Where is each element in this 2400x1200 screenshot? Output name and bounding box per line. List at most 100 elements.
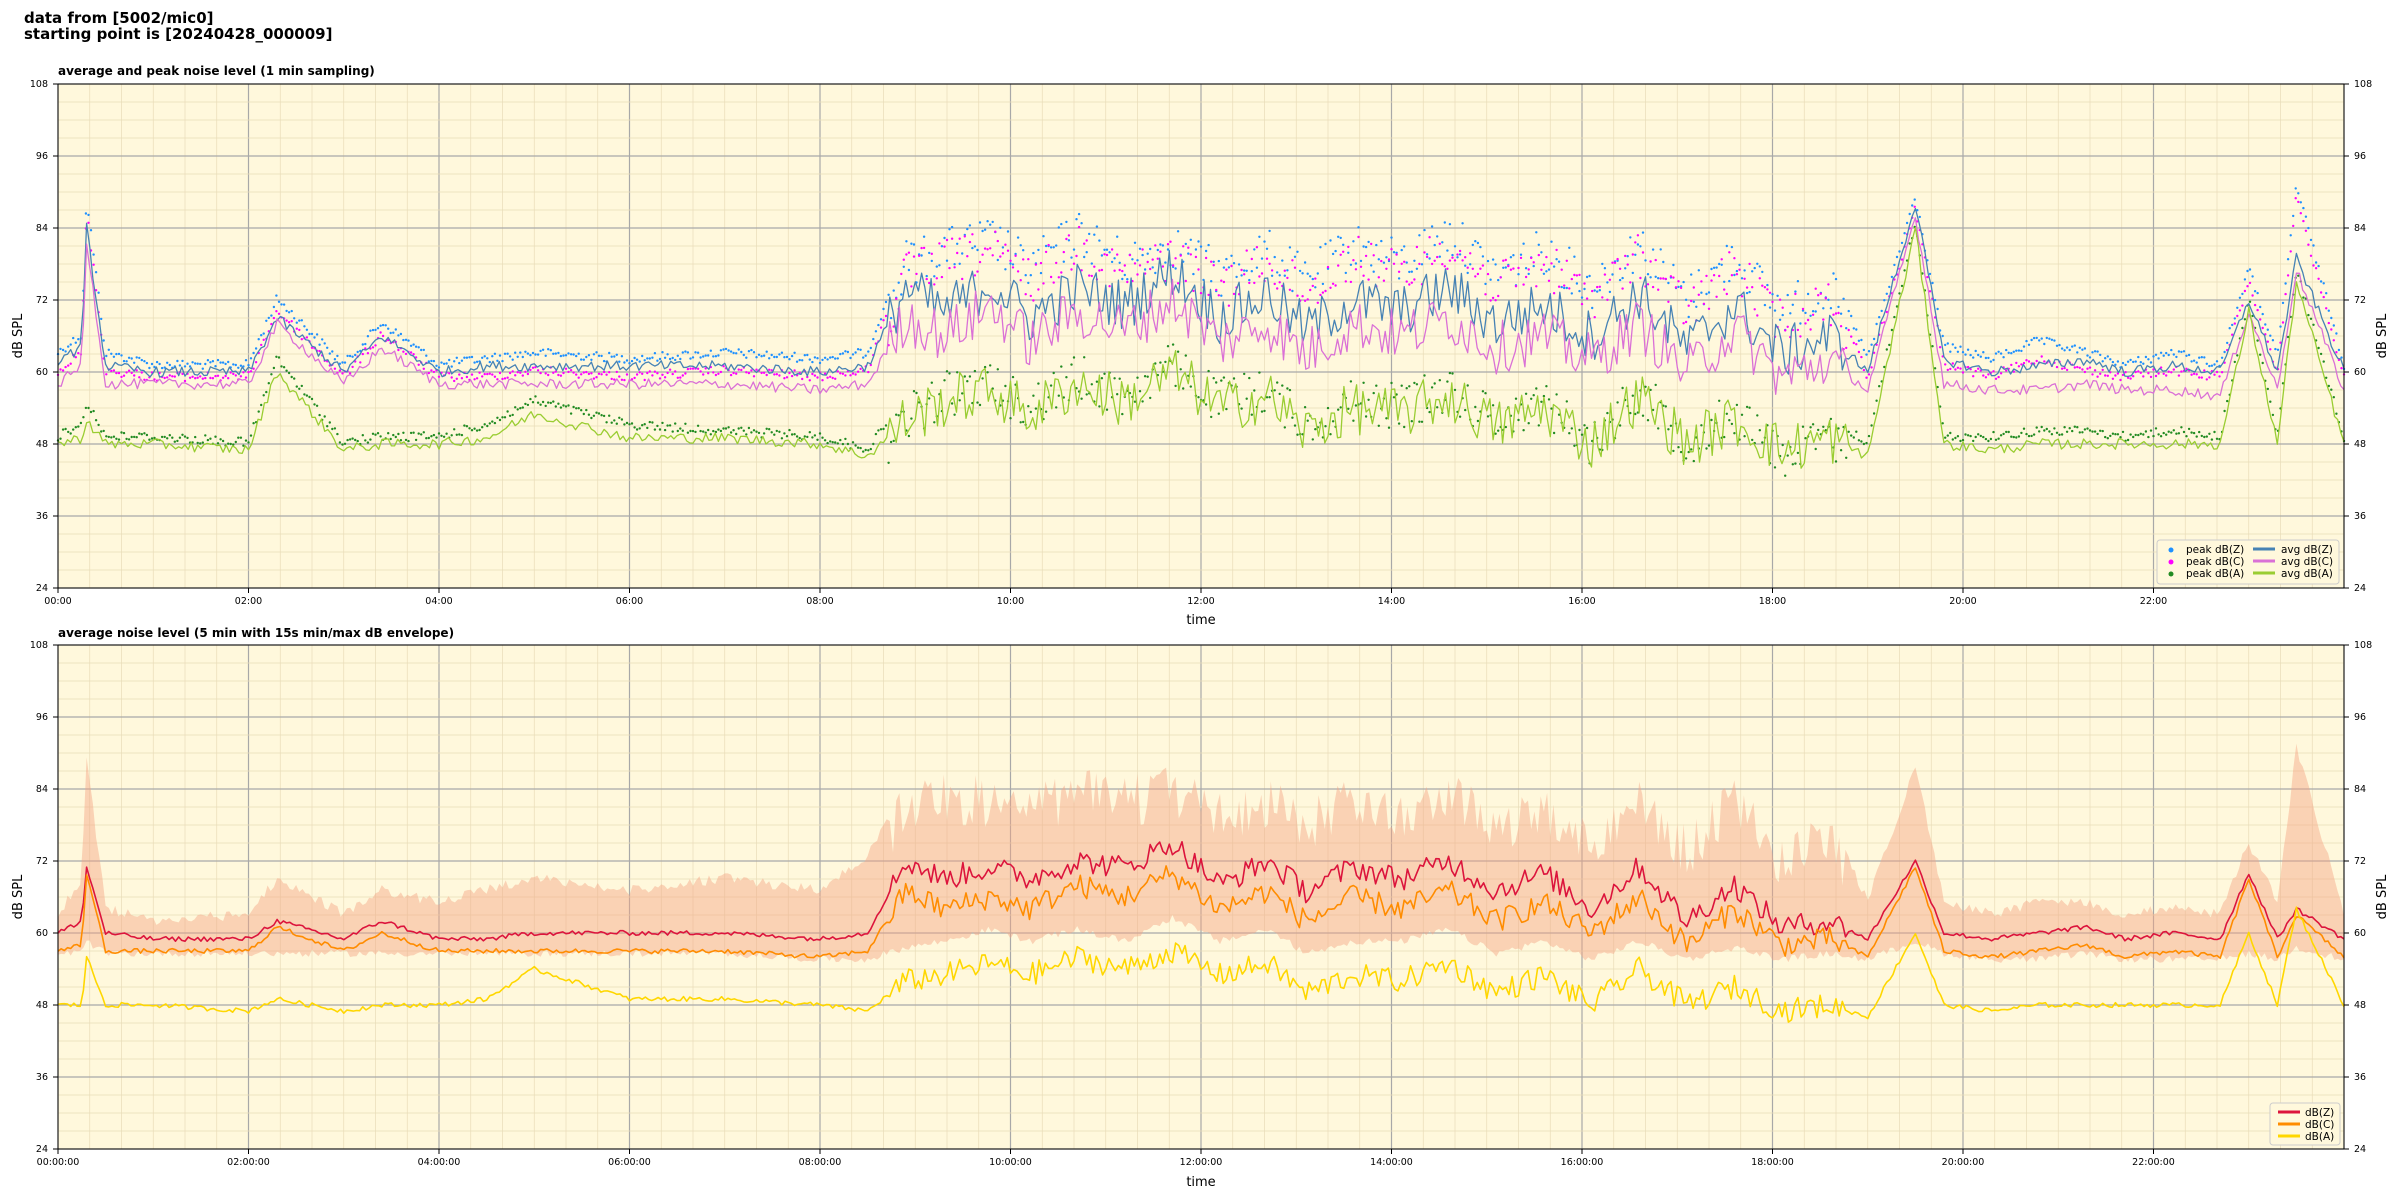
- data-point: [1979, 355, 1983, 358]
- data-point: [2139, 361, 2142, 364]
- data-point: [158, 362, 161, 366]
- data-point: [2304, 215, 2308, 218]
- data-point: [204, 434, 207, 437]
- data-point: [2269, 400, 2272, 403]
- data-point: [1951, 438, 1955, 441]
- data-point: [2335, 332, 2338, 335]
- data-point: [2093, 369, 2097, 372]
- data-point: [575, 354, 578, 358]
- data-point: [455, 377, 458, 380]
- data-point: [862, 450, 865, 453]
- data-point: [1159, 361, 1162, 364]
- data-point: [1682, 322, 1685, 325]
- data-point: [973, 369, 977, 373]
- data-point: [1669, 424, 1673, 427]
- data-point: [117, 352, 121, 356]
- data-point: [133, 361, 136, 364]
- data-point: [338, 369, 342, 372]
- data-point: [849, 374, 852, 377]
- data-point: [905, 253, 908, 256]
- data-point: [717, 354, 720, 357]
- data-point: [1065, 237, 1068, 241]
- data-point: [1743, 277, 1746, 280]
- data-point: [801, 377, 804, 381]
- data-point: [674, 358, 677, 362]
- data-point: [2165, 433, 2168, 436]
- data-point: [600, 373, 603, 376]
- data-point: [615, 370, 618, 374]
- data-point: [364, 439, 367, 442]
- data-point: [1367, 240, 1370, 244]
- data-point: [1370, 264, 1373, 267]
- data-point: [260, 403, 263, 407]
- data-point: [122, 359, 126, 363]
- data-point: [539, 371, 542, 375]
- data-point: [572, 405, 575, 409]
- data-point: [1532, 394, 1535, 397]
- data-point: [112, 369, 116, 372]
- data-point: [1718, 274, 1721, 278]
- data-point: [1438, 242, 1442, 245]
- y-tick-label-right: 96: [2354, 712, 2366, 723]
- data-point: [1837, 305, 1840, 309]
- data-point: [468, 427, 471, 430]
- data-point: [2060, 347, 2064, 350]
- data-point: [475, 360, 479, 363]
- data-point: [214, 374, 217, 378]
- header-source: data from [5002/mic0]: [24, 9, 214, 27]
- data-point: [2063, 426, 2066, 429]
- data-point: [348, 438, 352, 441]
- data-point: [1745, 405, 1749, 409]
- data-point: [1197, 396, 1200, 399]
- y-tick-label: 60: [36, 928, 48, 939]
- data-point: [120, 431, 123, 434]
- data-point: [2126, 438, 2130, 442]
- data-point: [585, 408, 588, 412]
- data-point: [1969, 353, 1972, 357]
- data-point: [1138, 264, 1142, 267]
- data-point: [1811, 310, 1815, 313]
- data-point: [163, 376, 166, 380]
- data-point: [689, 367, 692, 370]
- data-point: [1105, 408, 1109, 411]
- data-point: [2058, 433, 2061, 436]
- data-point: [333, 427, 337, 430]
- data-point: [160, 435, 164, 439]
- data-point: [1969, 434, 1972, 438]
- data-point: [2192, 372, 2196, 375]
- data-point: [656, 359, 659, 362]
- data-point: [427, 436, 430, 440]
- data-point: [2213, 373, 2216, 376]
- data-point: [2104, 435, 2107, 439]
- data-point: [668, 357, 672, 361]
- data-point: [2246, 269, 2249, 273]
- data-point: [1631, 271, 1635, 275]
- data-point: [1364, 245, 1368, 249]
- data-point: [1329, 286, 1332, 289]
- data-point: [1042, 282, 1045, 285]
- data-point: [648, 370, 651, 373]
- data-point: [826, 358, 829, 361]
- data-point: [628, 362, 631, 365]
- data-point: [72, 336, 75, 340]
- x-axis-label: time: [1186, 1175, 1215, 1190]
- data-point: [1143, 268, 1147, 271]
- data-point: [244, 359, 248, 362]
- data-point: [961, 252, 964, 255]
- data-point: [465, 375, 469, 379]
- data-point: [1349, 380, 1353, 383]
- data-point: [996, 368, 999, 371]
- data-point: [1662, 260, 1665, 264]
- data-point: [2332, 396, 2335, 399]
- data-point: [676, 376, 679, 379]
- data-point: [999, 226, 1002, 229]
- x-tick-label: 14:00:00: [1370, 1157, 1413, 1168]
- data-point: [1827, 298, 1830, 301]
- data-layer: [56, 187, 2346, 477]
- data-point: [308, 332, 311, 336]
- data-point: [1565, 259, 1569, 262]
- data-point: [97, 291, 100, 294]
- data-point: [1984, 376, 1988, 379]
- data-point: [2289, 250, 2292, 253]
- data-point: [2109, 358, 2112, 361]
